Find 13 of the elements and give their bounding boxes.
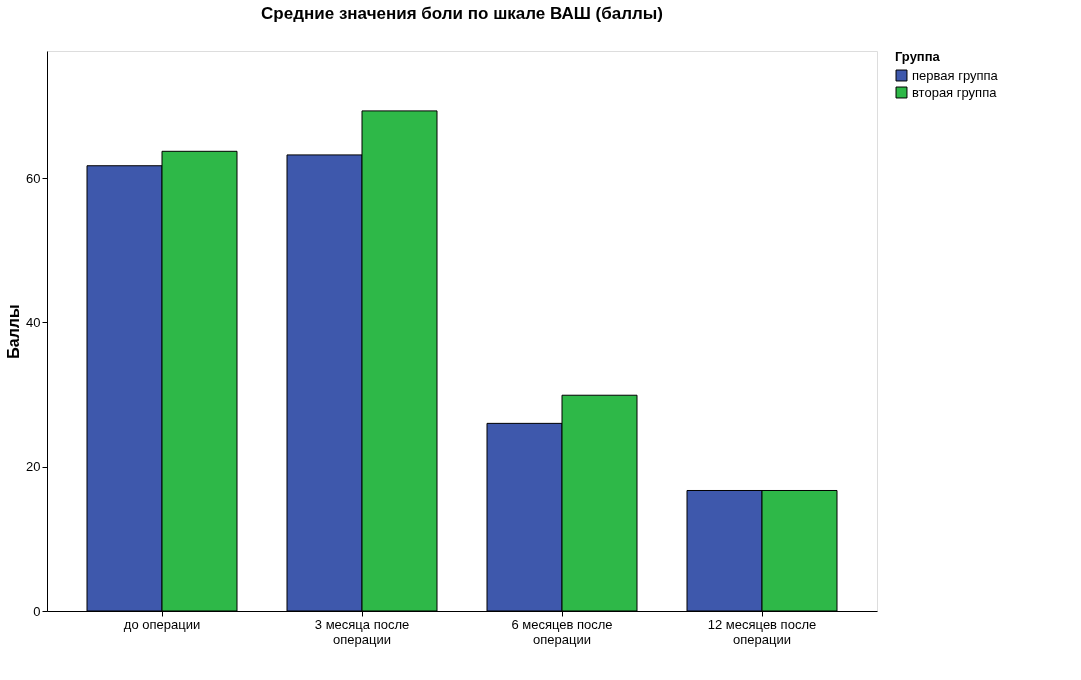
legend-label: первая группа — [912, 67, 999, 83]
y-tick-label: 20 — [26, 459, 41, 475]
legend-title: Группа — [895, 49, 941, 64]
chart-title: Средние значения боли по шкале ВАШ (баллы) — [261, 4, 663, 23]
y-tick-label: 0 — [33, 603, 41, 619]
x-tick-label: 3 месяца после операции — [314, 616, 410, 647]
x-tick-label: 6 месяцев после операции — [511, 616, 613, 647]
y-tick-label: 40 — [26, 314, 41, 330]
x-tick-label: 12 месяцев после операции — [707, 616, 817, 647]
x-tick-label: до операции — [123, 616, 201, 632]
legend-label: вторая группа — [912, 84, 998, 100]
y-axis-title: Баллы — [5, 304, 23, 359]
y-tick-label: 60 — [26, 170, 41, 186]
